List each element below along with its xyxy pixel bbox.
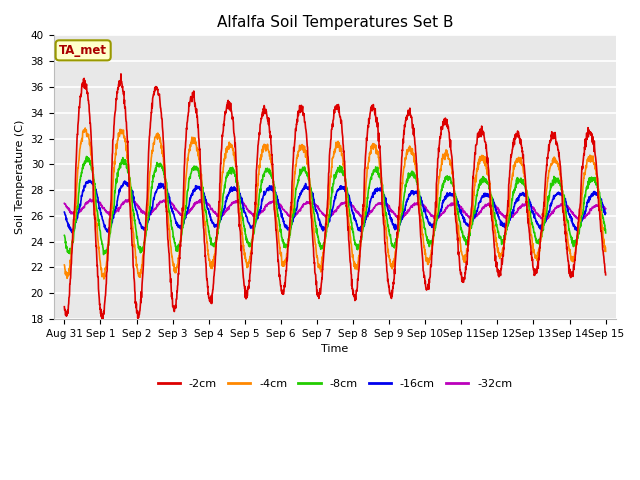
-4cm: [587, 159, 595, 165]
-2cm: [88, 150, 96, 156]
-8cm: [310, 210, 317, 216]
-2cm: [310, 254, 317, 260]
Line: -8cm: -8cm: [65, 156, 605, 254]
-32cm: [540, 219, 547, 225]
-4cm: [586, 156, 594, 161]
-16cm: [587, 193, 595, 199]
-8cm: [487, 192, 495, 198]
-4cm: [61, 262, 68, 268]
-4cm: [88, 159, 96, 165]
-4cm: [487, 201, 495, 207]
-32cm: [586, 206, 594, 212]
-4cm: [324, 206, 332, 212]
-32cm: [310, 199, 317, 205]
-16cm: [68, 229, 76, 235]
-8cm: [61, 232, 68, 238]
X-axis label: Time: Time: [321, 344, 349, 354]
-2cm: [602, 272, 609, 278]
-32cm: [324, 213, 332, 219]
-8cm: [100, 252, 108, 257]
-2cm: [61, 304, 68, 310]
-16cm: [602, 210, 609, 216]
-16cm: [89, 181, 97, 187]
-8cm: [324, 221, 332, 227]
-16cm: [61, 209, 68, 215]
-32cm: [88, 198, 96, 204]
-32cm: [487, 202, 495, 208]
-32cm: [602, 206, 609, 212]
-2cm: [117, 71, 125, 77]
-4cm: [602, 249, 609, 254]
-32cm: [61, 201, 68, 206]
-8cm: [602, 230, 609, 236]
Y-axis label: Soil Temperature (C): Soil Temperature (C): [15, 120, 25, 234]
Title: Alfalfa Soil Temperatures Set B: Alfalfa Soil Temperatures Set B: [217, 15, 453, 30]
-8cm: [83, 154, 90, 159]
Line: -4cm: -4cm: [65, 128, 605, 279]
Text: TA_met: TA_met: [59, 44, 107, 57]
-16cm: [324, 219, 332, 225]
-2cm: [587, 131, 595, 137]
-16cm: [310, 197, 317, 203]
Line: -2cm: -2cm: [65, 74, 605, 319]
-16cm: [86, 178, 94, 183]
-4cm: [310, 225, 317, 231]
-16cm: [487, 197, 495, 203]
-16cm: [586, 196, 594, 202]
-8cm: [88, 167, 96, 172]
-4cm: [100, 276, 108, 282]
-32cm: [587, 206, 595, 212]
-8cm: [587, 179, 595, 185]
-2cm: [98, 316, 106, 322]
-32cm: [127, 196, 135, 202]
Legend: -2cm, -4cm, -8cm, -16cm, -32cm: -2cm, -4cm, -8cm, -16cm, -32cm: [154, 374, 516, 393]
-4cm: [81, 125, 89, 131]
-2cm: [487, 211, 495, 217]
Line: -16cm: -16cm: [65, 180, 605, 232]
-2cm: [324, 184, 332, 190]
-2cm: [586, 130, 594, 135]
Line: -32cm: -32cm: [65, 199, 605, 222]
-8cm: [586, 177, 594, 183]
